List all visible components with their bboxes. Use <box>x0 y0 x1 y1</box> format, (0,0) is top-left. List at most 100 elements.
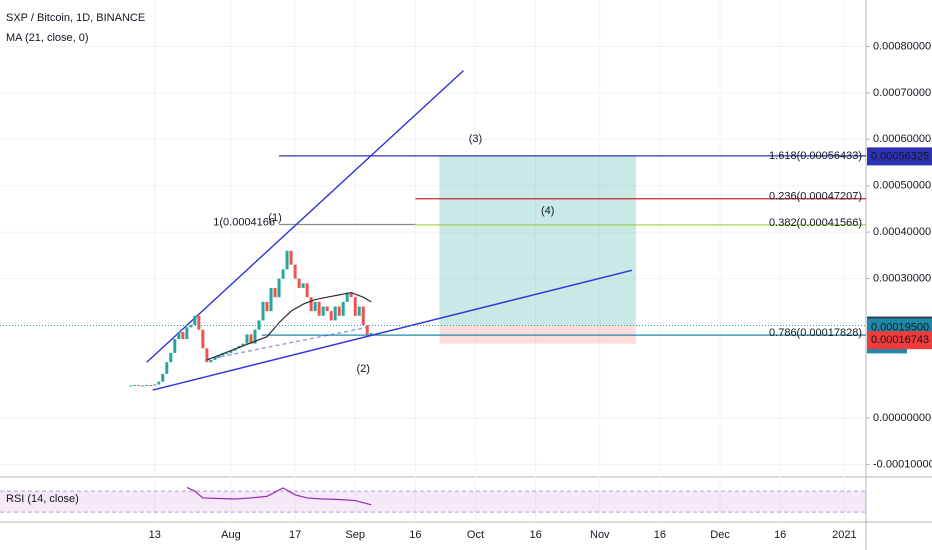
candle <box>333 306 337 321</box>
candle <box>193 315 197 326</box>
x-tick-label: 13 <box>149 529 161 541</box>
candle <box>321 306 325 316</box>
candle <box>169 352 173 363</box>
rsi-band <box>0 491 866 513</box>
candle <box>165 362 169 374</box>
candle <box>361 306 365 326</box>
candle <box>213 357 217 360</box>
fib-label: 0.236(0.00047207) <box>769 191 862 203</box>
x-tick-label: 16 <box>409 529 421 541</box>
candle <box>337 306 341 316</box>
fib-label: 1(0.0004166 <box>213 216 275 228</box>
y-tick-label: 0.00030000 <box>873 273 931 285</box>
moving-average <box>206 291 372 361</box>
y-tick-label: -0.00010000 <box>873 458 932 470</box>
candle <box>181 332 185 340</box>
candle <box>161 373 165 382</box>
y-tick-label: 0.00060000 <box>873 133 931 145</box>
candle <box>253 329 257 344</box>
candle <box>369 332 373 335</box>
candle <box>305 283 309 298</box>
candle <box>197 315 201 330</box>
x-tick-label: Dec <box>710 529 730 541</box>
y-tick-label: 0.00050000 <box>873 180 931 192</box>
chart-title: SXP / Bitcoin, 1D, BINANCE <box>6 12 145 24</box>
price-tag-label: 0.00016743 <box>871 334 929 346</box>
candle <box>269 287 273 312</box>
candle <box>225 352 229 354</box>
candle <box>297 278 301 288</box>
x-tick-label: 16 <box>654 529 666 541</box>
wave-label: (2) <box>357 363 370 375</box>
candle <box>281 269 285 279</box>
y-tick-label: 0.00070000 <box>873 87 931 99</box>
x-tick-label: 16 <box>530 529 542 541</box>
candle <box>189 325 193 328</box>
candle <box>265 301 269 312</box>
candle <box>201 329 205 349</box>
indicator-title: MA (21, close, 0) <box>6 32 89 44</box>
x-tick-label: 2021 <box>832 529 856 541</box>
candle <box>137 384 141 386</box>
x-tick-label: 17 <box>289 529 301 541</box>
x-tick-label: Aug <box>221 529 241 541</box>
x-tick-label: Nov <box>590 529 610 541</box>
candle <box>209 359 213 363</box>
trendline <box>152 269 633 391</box>
candle <box>129 385 133 387</box>
candle <box>149 384 153 386</box>
candle <box>241 343 245 346</box>
candle <box>353 297 357 316</box>
candle <box>349 292 353 298</box>
candle <box>153 384 157 386</box>
candle <box>249 334 253 344</box>
wave-label: (3) <box>469 133 482 145</box>
rsi-line <box>186 486 372 506</box>
candle <box>365 325 369 335</box>
candle <box>289 250 293 265</box>
candle <box>229 350 233 353</box>
profit-zone <box>439 156 636 326</box>
fib-label: 0.786(0.00017828) <box>769 327 862 339</box>
candle <box>273 287 277 298</box>
candle <box>145 384 149 386</box>
wave-label: (1) <box>268 212 281 224</box>
y-tick-label: 0.00080000 <box>873 40 931 52</box>
candle <box>313 301 317 312</box>
candle <box>357 306 361 316</box>
candle <box>325 306 329 312</box>
candle <box>261 301 265 321</box>
x-tick-label: Sep <box>345 529 365 541</box>
candle <box>341 301 345 316</box>
candle <box>173 339 177 353</box>
price-tag <box>867 147 932 166</box>
candle <box>205 348 209 363</box>
candle <box>177 332 181 340</box>
x-tick-label: Oct <box>467 529 484 541</box>
candle <box>185 327 189 340</box>
rsi-title: RSI (14, close) <box>6 493 79 505</box>
candle <box>309 297 313 312</box>
candle <box>329 311 333 321</box>
fib-label: 1.618(0.00056433) <box>769 150 862 162</box>
candle <box>133 384 137 386</box>
candle <box>157 381 161 385</box>
candle <box>293 264 297 279</box>
fib-label: 0.382(0.00041566) <box>769 217 862 229</box>
price-tag <box>867 331 932 350</box>
x-tick-label: 16 <box>774 529 786 541</box>
price-tag-label: 0.00019500 <box>871 321 929 333</box>
candle <box>301 283 305 288</box>
candle <box>277 278 281 298</box>
candle <box>217 355 221 358</box>
candle <box>345 292 349 302</box>
candle <box>245 334 249 344</box>
trendline <box>206 326 368 361</box>
trendline <box>146 70 464 363</box>
candle <box>141 385 145 387</box>
price-tag-label: 0.00056325 <box>871 150 929 162</box>
candle <box>317 301 321 316</box>
wave-label: (4) <box>541 205 554 217</box>
